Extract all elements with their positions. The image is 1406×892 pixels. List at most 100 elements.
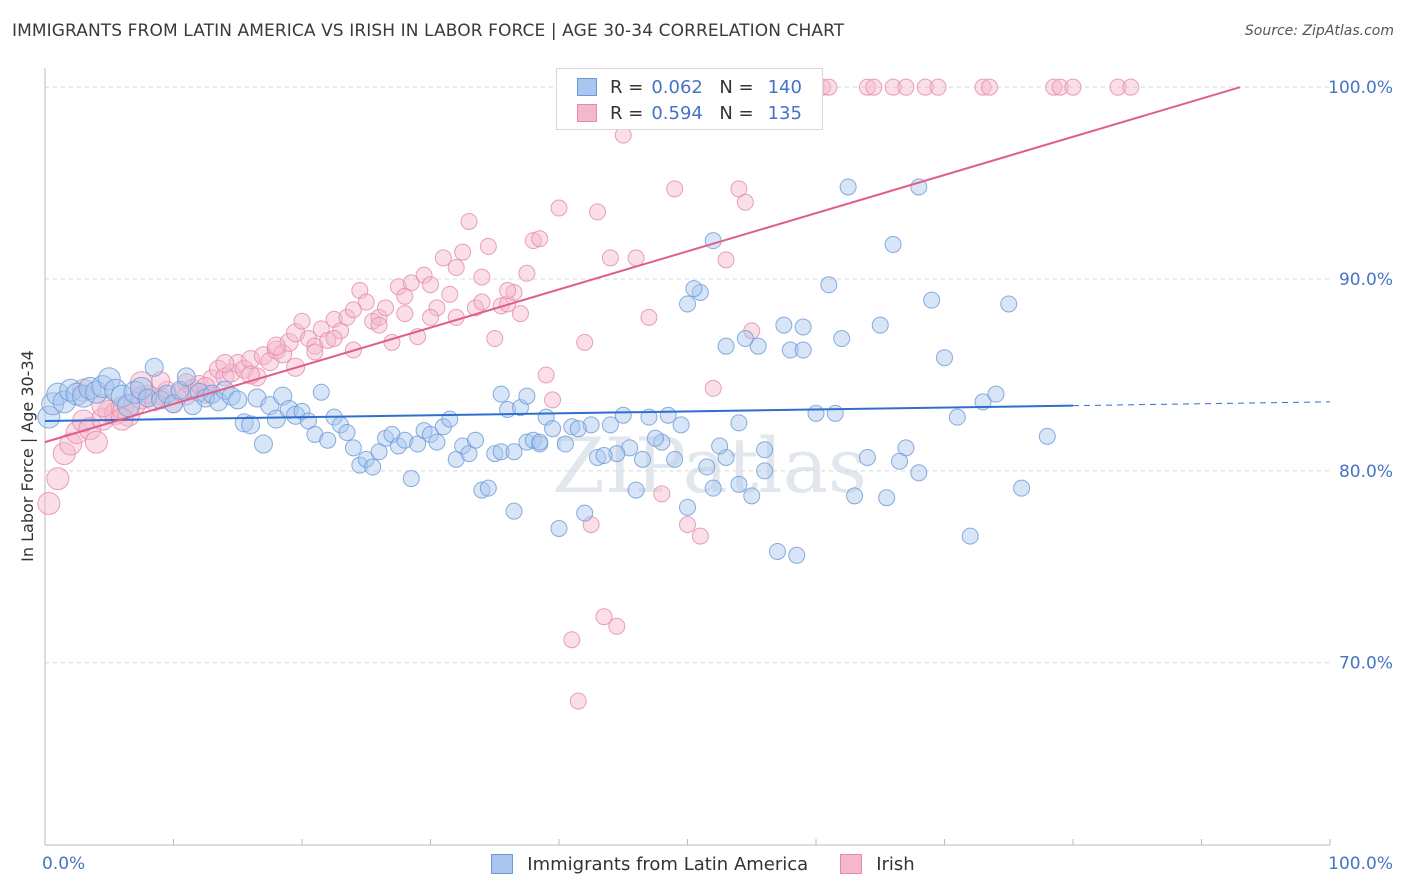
trend-line-extension <box>1072 401 1331 407</box>
data-point <box>768 542 786 560</box>
data-point <box>820 276 838 294</box>
data-point <box>253 434 273 454</box>
data-point <box>550 519 568 537</box>
data-point <box>627 481 645 499</box>
data-point <box>479 479 497 497</box>
data-point <box>948 408 966 426</box>
data-point <box>215 353 235 373</box>
data-point <box>563 631 581 649</box>
data-point <box>518 433 536 451</box>
data-point <box>479 237 497 255</box>
data-point <box>871 316 889 334</box>
data-point <box>775 316 793 334</box>
data-point <box>679 295 696 313</box>
data-point <box>486 445 504 463</box>
data-point <box>266 409 286 429</box>
data-point <box>961 527 979 545</box>
y-tick-label: 80.0% <box>1339 462 1393 482</box>
data-point <box>550 199 568 217</box>
data-point <box>524 232 542 250</box>
data-point <box>279 332 299 352</box>
data-point <box>1013 479 1031 497</box>
data-point <box>441 410 459 428</box>
data-point <box>325 330 343 348</box>
data-point <box>273 344 293 364</box>
data-point <box>916 78 934 96</box>
data-point <box>293 402 311 420</box>
data-point <box>52 390 76 414</box>
r-value: 0.594 <box>651 102 703 124</box>
data-point <box>293 312 311 330</box>
data-point <box>208 392 228 412</box>
legend-row-irish: R = 0.594 N = 135 <box>577 100 802 126</box>
x-tick-label: 0.0% <box>42 854 85 874</box>
data-point <box>434 249 452 267</box>
data-point <box>781 341 799 359</box>
data-point <box>531 230 549 248</box>
data-point <box>556 435 574 453</box>
data-point <box>505 502 523 520</box>
data-point <box>78 376 102 400</box>
data-point <box>396 305 414 323</box>
data-point <box>614 406 632 424</box>
data-point <box>396 287 414 305</box>
data-point <box>396 431 414 449</box>
data-point <box>698 458 716 476</box>
data-point <box>473 268 491 286</box>
data-point <box>221 363 241 383</box>
data-point <box>266 336 286 356</box>
data-point <box>473 481 491 499</box>
data-point <box>537 366 555 384</box>
data-point <box>826 404 844 422</box>
legend-row-latin-america: R = 0.062 N = 140 <box>577 74 802 100</box>
source-label: Source: ZipAtlas.com <box>1244 23 1394 39</box>
data-point <box>878 489 896 507</box>
data-point <box>123 380 147 404</box>
data-point <box>569 420 587 438</box>
legend-label: Immigrants from Latin America <box>527 853 809 875</box>
data-point <box>499 282 517 300</box>
data-point <box>492 385 510 403</box>
data-point <box>531 433 549 451</box>
data-point <box>338 424 356 442</box>
data-point <box>518 387 536 405</box>
legend-item-latin-america: Immigrants from Latin America <box>491 854 808 875</box>
data-point <box>897 78 915 96</box>
data-point <box>980 78 998 96</box>
data-point <box>422 308 439 326</box>
data-point <box>72 384 96 408</box>
y-tick-label: 90.0% <box>1339 270 1393 290</box>
tick-labels: 70.0% 80.0% 90.0% 100.0% 0.0% 100.0% <box>42 78 1393 874</box>
data-point <box>923 291 941 309</box>
data-point <box>666 180 684 198</box>
data-point <box>441 285 459 303</box>
data-point <box>717 337 735 355</box>
data-point <box>59 432 83 456</box>
data-point <box>1122 78 1140 96</box>
data-point <box>846 487 864 505</box>
data-point <box>691 527 709 545</box>
n-label: N = <box>719 76 754 98</box>
data-point <box>595 447 613 465</box>
data-point <box>97 367 121 391</box>
data-point <box>756 441 774 459</box>
data-point <box>357 293 375 311</box>
data-point <box>306 343 324 361</box>
legend-swatch-pink <box>840 854 863 874</box>
data-point <box>505 283 523 301</box>
data-point <box>492 443 510 461</box>
legend-label: Irish <box>876 853 915 875</box>
data-point <box>589 448 607 466</box>
data-point <box>518 264 536 282</box>
trend-lines <box>44 86 1331 444</box>
data-point <box>544 391 562 409</box>
data-point <box>582 416 600 434</box>
data-point <box>466 431 484 449</box>
data-point <box>807 404 825 422</box>
data-point <box>344 301 362 319</box>
y-axis-label: In Labor Force | Age 30-34 <box>18 350 37 562</box>
data-point <box>1038 427 1056 445</box>
data-point <box>640 308 658 326</box>
data-point <box>428 299 446 317</box>
